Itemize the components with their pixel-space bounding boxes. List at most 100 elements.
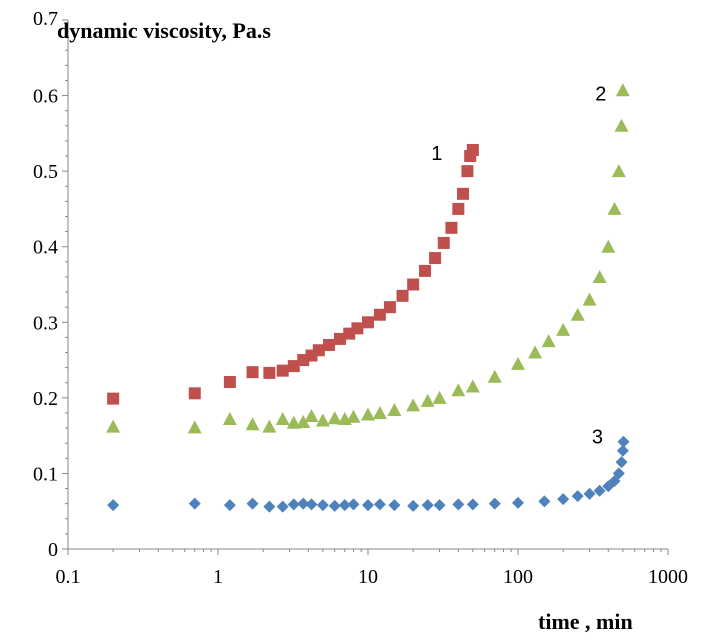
data-point-square	[312, 344, 325, 357]
data-point-diamond	[452, 498, 465, 511]
data-point-triangle	[615, 83, 630, 97]
data-point-diamond	[388, 499, 401, 512]
data-point-square	[373, 308, 386, 321]
data-point-square	[107, 392, 120, 405]
data-point-triangle	[387, 402, 402, 416]
data-point-triangle	[106, 419, 121, 433]
data-point-triangle	[286, 415, 301, 429]
data-point-diamond	[615, 456, 628, 469]
data-point-diamond	[557, 493, 570, 506]
data-point-square	[383, 301, 396, 314]
data-point-diamond	[538, 495, 551, 508]
data-point-diamond	[617, 435, 630, 448]
data-point-diamond	[612, 467, 625, 480]
y-tick-label: 0.1	[33, 463, 58, 485]
data-point-square	[263, 366, 276, 379]
data-point-triangle	[361, 407, 375, 421]
data-point-diamond	[583, 487, 596, 500]
data-point-triangle	[528, 345, 543, 359]
data-point-diamond	[512, 496, 524, 509]
data-point-square	[362, 316, 374, 329]
series-label-3: 3	[592, 427, 603, 449]
data-point-diamond	[373, 498, 386, 511]
data-point-diamond	[223, 499, 236, 512]
data-point-square	[276, 364, 289, 377]
data-point-square	[452, 202, 465, 215]
ticks	[62, 19, 669, 555]
data-point-square	[396, 289, 409, 302]
y-tick-label: 0.2	[33, 388, 58, 410]
data-point-triangle	[451, 383, 466, 397]
data-point-triangle	[487, 369, 502, 383]
data-point-square	[437, 236, 450, 249]
y-tick-label: 0.7	[33, 8, 58, 30]
data-point-triangle	[570, 307, 585, 321]
data-point-diamond	[362, 499, 374, 512]
y-tick-label: 0.6	[33, 86, 58, 108]
data-point-diamond	[347, 498, 360, 511]
y-tick-label: 0.3	[33, 312, 58, 334]
data-point-diamond	[276, 500, 289, 513]
data-point-diamond	[571, 490, 584, 503]
data-point-diamond	[466, 498, 479, 511]
data-point-triangle	[541, 334, 556, 348]
data-point-triangle	[372, 405, 387, 419]
data-point-triangle	[511, 356, 525, 370]
x-tick-label: 10	[358, 566, 378, 588]
series-label-1: 1	[431, 143, 442, 165]
data-point-triangle	[275, 412, 290, 426]
data-point-triangle	[614, 118, 629, 132]
data-point-triangle	[222, 412, 237, 426]
data-point-square	[246, 366, 259, 379]
data-point-triangle	[420, 393, 435, 407]
data-point-triangle	[465, 379, 480, 393]
series-1	[107, 143, 479, 405]
data-point-diamond	[263, 500, 276, 513]
x-tick-label: 0.1	[56, 566, 81, 588]
data-point-triangle	[296, 415, 311, 429]
data-point-square	[188, 387, 201, 400]
data-point-triangle	[262, 419, 277, 433]
data-point-square	[466, 143, 479, 156]
data-point-diamond	[246, 497, 259, 510]
data-point-triangle	[556, 322, 571, 336]
y-axis-title: dynamic viscosity, Pa.s	[57, 18, 271, 43]
data-point-triangle	[601, 239, 616, 253]
data-point-diamond	[338, 499, 351, 512]
data-point-square	[333, 332, 346, 345]
data-point-triangle	[406, 398, 421, 412]
series-layer	[106, 83, 630, 513]
data-point-triangle	[187, 420, 202, 434]
data-point-triangle	[582, 292, 597, 306]
data-point-diamond	[488, 497, 501, 510]
data-point-triangle	[245, 417, 260, 431]
data-point-square	[223, 375, 236, 388]
data-point-square	[461, 165, 474, 178]
x-axis-title: time , min	[538, 609, 633, 634]
axes	[67, 20, 668, 550]
data-point-square	[457, 187, 470, 200]
y-tick-label: 0.4	[33, 237, 58, 259]
series-2	[106, 83, 630, 434]
data-point-triangle	[592, 269, 607, 283]
data-point-square	[445, 221, 458, 234]
data-point-square	[419, 264, 432, 277]
data-point-diamond	[316, 499, 329, 512]
y-tick-label: 0	[48, 539, 58, 561]
data-point-diamond	[305, 498, 318, 511]
data-point-diamond	[433, 499, 446, 512]
data-point-diamond	[593, 484, 606, 497]
data-point-triangle	[315, 413, 330, 427]
y-tick-label: 0.5	[33, 161, 58, 183]
data-point-diamond	[107, 499, 120, 512]
data-point-triangle	[611, 164, 626, 178]
data-point-square	[287, 360, 300, 373]
data-point-square	[407, 278, 420, 291]
data-point-square	[323, 338, 336, 351]
x-tick-label: 1000	[648, 566, 688, 588]
x-tick-label: 1	[213, 566, 223, 588]
data-point-square	[429, 252, 442, 265]
series-labels: 1 2 3	[431, 83, 606, 448]
data-point-diamond	[188, 497, 201, 510]
